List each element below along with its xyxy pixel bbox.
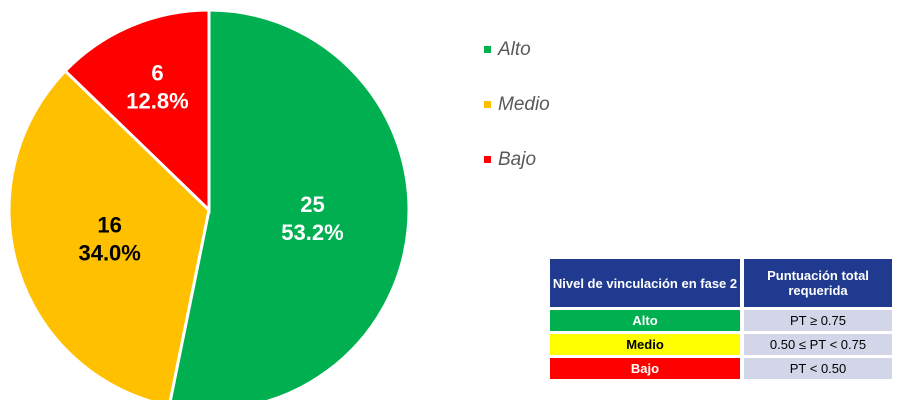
- percent-label: 34.0%: [78, 241, 140, 266]
- table-row: Bajo PT < 0.50: [550, 358, 892, 379]
- percent-label: 12.8%: [126, 88, 188, 113]
- legend-label: Alto: [497, 39, 531, 60]
- table-row: Medio 0.50 ≤ PT < 0.75: [550, 334, 892, 355]
- level-cell: Alto: [550, 310, 740, 331]
- criteria-table: Nivel de vinculación en fase 2 Puntuació…: [546, 256, 896, 382]
- value-label: 6: [151, 60, 163, 85]
- legend-label: Bajo: [498, 149, 536, 170]
- value-label: 16: [97, 213, 121, 238]
- level-cell: Medio: [550, 334, 740, 355]
- header-cell: Puntuación total requerida: [744, 259, 892, 307]
- legend-swatch: [484, 156, 491, 163]
- pie-slice: [63, 8, 211, 214]
- score-cell: 0.50 ≤ PT < 0.75: [744, 334, 892, 355]
- value-label: 25: [300, 192, 324, 217]
- table-row: Alto PT ≥ 0.75: [550, 310, 892, 331]
- score-cell: PT < 0.50: [744, 358, 892, 379]
- legend-swatch: [484, 101, 491, 108]
- legend-swatch: [484, 46, 491, 53]
- score-cell: PT ≥ 0.75: [744, 310, 892, 331]
- level-cell: Bajo: [550, 358, 740, 379]
- percent-label: 53.2%: [281, 220, 343, 245]
- legend-label: Medio: [498, 94, 550, 115]
- header-cell: Nivel de vinculación en fase 2: [550, 259, 740, 307]
- pie-slice: [7, 68, 211, 400]
- table-header: Nivel de vinculación en fase 2 Puntuació…: [550, 259, 892, 307]
- pie-slice: [168, 8, 411, 400]
